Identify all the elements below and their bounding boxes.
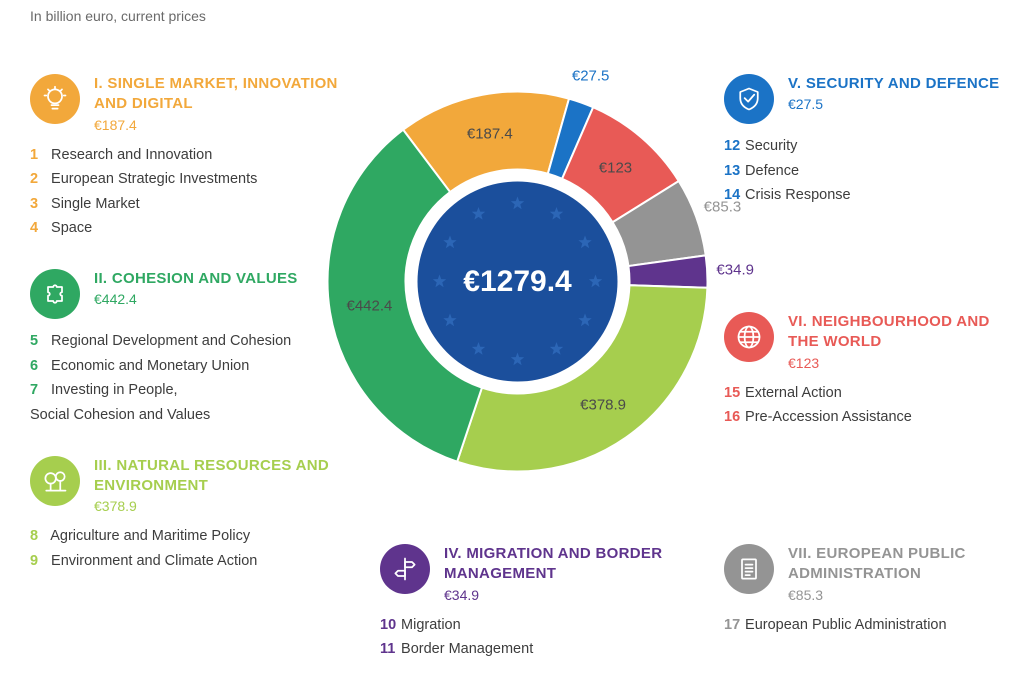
heading-block-VI: VI. NEIGHBOURHOOD AND THE WORLD €123 15 …	[724, 312, 1014, 430]
heading-title: V. SECURITY AND DEFENCE	[788, 74, 999, 94]
heading-item-label: Regional Development and Cohesion	[51, 333, 291, 349]
heading-item-label: Migration	[401, 617, 461, 633]
main-layout: I. SINGLE MARKET, INNOVATION AND DIGITAL…	[0, 24, 1024, 684]
heading-item-label: Agriculture and Maritime Policy	[50, 528, 250, 544]
heading-item-label: European Public Administration	[745, 617, 947, 633]
heading-item-label: Investing in People,Social Cohesion and …	[30, 382, 210, 423]
shield-icon	[724, 74, 774, 124]
subtitle: In billion euro, current prices	[0, 0, 1024, 24]
heading-item-label: Defence	[745, 163, 799, 179]
heading-block-IV: IV. MIGRATION AND BORDER MANAGEMENT €34.…	[380, 544, 700, 662]
column-left: I. SINGLE MARKET, INNOVATION AND DIGITAL…	[30, 74, 340, 601]
heading-items: 8 Agriculture and Maritime Policy9 Envir…	[30, 524, 340, 573]
puzzle-icon	[30, 269, 80, 319]
heading-item-label: European Strategic Investments	[51, 171, 257, 187]
heading-item: 11 Border Management	[380, 637, 700, 662]
heading-item-label: Space	[51, 220, 92, 236]
document-icon	[724, 544, 774, 594]
heading-item-label: Pre-Accession Assistance	[745, 409, 912, 425]
heading-item: 6 Economic and Monetary Union	[30, 354, 340, 379]
donut-chart: €1279.4€187.4€27.5€123€85.3€34.9€378.9€4…	[325, 74, 710, 494]
globe-icon	[724, 312, 774, 362]
signpost-icon	[380, 544, 430, 594]
heading-title: IV. MIGRATION AND BORDER MANAGEMENT	[444, 544, 700, 585]
heading-items: 1 Research and Innovation2 European Stra…	[30, 143, 340, 242]
heading-item-label: Security	[745, 138, 797, 154]
heading-amount: €442.4	[94, 291, 298, 307]
heading-item: 8 Agriculture and Maritime Policy	[30, 524, 340, 549]
heading-block-III: III. NATURAL RESOURCES AND ENVIRONMENT €…	[30, 456, 340, 574]
donut-center	[418, 182, 618, 382]
heading-title: II. COHESION AND VALUES	[94, 269, 298, 289]
heading-item: 3 Single Market	[30, 192, 340, 217]
heading-amount: €85.3	[788, 587, 1014, 603]
heading-items: 17 European Public Administration	[724, 613, 1014, 638]
heading-item-label: Research and Innovation	[51, 147, 212, 163]
heading-item-label: Environment and Climate Action	[51, 553, 257, 569]
heading-items: 15 External Action16 Pre-Accession Assis…	[724, 381, 1014, 430]
heading-item-label: External Action	[745, 385, 842, 401]
heading-block-I: I. SINGLE MARKET, INNOVATION AND DIGITAL…	[30, 74, 340, 241]
heading-item: 5 Regional Development and Cohesion	[30, 329, 340, 354]
heading-items: 5 Regional Development and Cohesion6 Eco…	[30, 329, 340, 428]
heading-title: III. NATURAL RESOURCES AND ENVIRONMENT	[94, 456, 340, 497]
heading-item-label: Economic and Monetary Union	[51, 358, 249, 374]
heading-items: 12 Security13 Defence14 Crisis Response	[724, 134, 1014, 208]
slice-label-IV: €34.9	[716, 262, 754, 279]
heading-item-label: Single Market	[51, 196, 140, 212]
donut-svg	[325, 74, 710, 489]
heading-amount: €187.4	[94, 117, 340, 133]
heading-amount: €34.9	[444, 587, 700, 603]
heading-amount: €123	[788, 355, 1014, 371]
heading-item: 13 Defence	[724, 159, 1014, 184]
heading-item: 4 Space	[30, 216, 340, 241]
heading-item: 7 Investing in People,Social Cohesion an…	[30, 378, 340, 427]
heading-title: VI. NEIGHBOURHOOD AND THE WORLD	[788, 312, 1014, 353]
heading-amount: €27.5	[788, 96, 999, 112]
heading-item: 9 Environment and Climate Action	[30, 549, 340, 574]
heading-block-V: V. SECURITY AND DEFENCE €27.5 12 Securit…	[724, 74, 1014, 208]
lightbulb-icon	[30, 74, 80, 124]
heading-item-label: Crisis Response	[745, 187, 851, 203]
heading-item: 10 Migration	[380, 613, 700, 638]
heading-item: 17 European Public Administration	[724, 613, 1014, 638]
heading-item: 2 European Strategic Investments	[30, 167, 340, 192]
heading-item: 15 External Action	[724, 381, 1014, 406]
heading-block-VII: VII. EUROPEAN PUBLIC ADMINISTRATION €85.…	[724, 544, 1014, 637]
heading-item: 12 Security	[724, 134, 1014, 159]
heading-title: I. SINGLE MARKET, INNOVATION AND DIGITAL	[94, 74, 340, 115]
heading-items: 10 Migration11 Border Management	[380, 613, 700, 662]
heading-item: 1 Research and Innovation	[30, 143, 340, 168]
heading-block-II: II. COHESION AND VALUES €442.4 5 Regiona…	[30, 269, 340, 428]
heading-item-label: Border Management	[401, 641, 533, 657]
column-mid: IV. MIGRATION AND BORDER MANAGEMENT €34.…	[380, 544, 700, 690]
heading-item: 16 Pre-Accession Assistance	[724, 405, 1014, 430]
heading-amount: €378.9	[94, 498, 340, 514]
tree-icon	[30, 456, 80, 506]
heading-title: VII. EUROPEAN PUBLIC ADMINISTRATION	[788, 544, 1014, 585]
heading-item: 14 Crisis Response	[724, 183, 1014, 208]
